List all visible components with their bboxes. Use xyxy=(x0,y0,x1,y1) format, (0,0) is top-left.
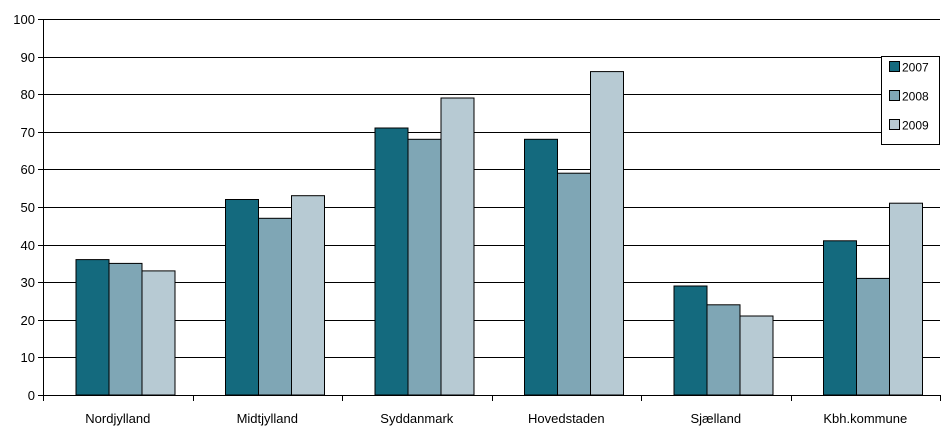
gridlines xyxy=(43,19,940,358)
bars xyxy=(75,71,923,396)
bar-2008-syddanmark xyxy=(407,138,442,396)
legend-swatch-2008 xyxy=(889,90,900,101)
axes: 0 10 20 30 40 50 60 70 80 90 100 Nordjylland Midtjyl… xyxy=(13,12,941,426)
x-category-label: Nordjylland xyxy=(85,411,150,426)
bar-2009-syddanmark xyxy=(440,97,475,396)
y-tick-label: 0 xyxy=(28,388,35,403)
bar-2009-midtjylland xyxy=(291,195,325,396)
legend-swatch-2009 xyxy=(889,119,900,130)
bar-2007-hovedstaden xyxy=(524,138,558,396)
y-tick-label: 60 xyxy=(21,162,35,177)
y-tick-label: 20 xyxy=(21,313,35,328)
bar-2007-nordjylland xyxy=(75,259,110,396)
bar-2008-midtjylland xyxy=(258,217,292,396)
y-tick-label: 50 xyxy=(21,200,35,215)
x-category-label: Syddanmark xyxy=(380,411,453,426)
bar-2007-midtjylland xyxy=(225,199,259,396)
legend-label-2008: 2008 xyxy=(902,90,929,104)
bar-2008-sjælland xyxy=(706,304,741,396)
bar-2009-kbh-kommune xyxy=(889,202,923,396)
bar-2007-sjælland xyxy=(673,285,708,396)
bar-2009-nordjylland xyxy=(141,270,176,396)
bar-2008-hovedstaden xyxy=(557,172,591,396)
x-category-label: Midtjylland xyxy=(237,411,298,426)
bar-2009-sjælland xyxy=(739,315,774,396)
y-tick-label: 10 xyxy=(21,350,35,365)
y-tick-label: 30 xyxy=(21,275,35,290)
x-category-label: Hovedstaden xyxy=(528,411,605,426)
y-tick-label: 80 xyxy=(21,87,35,102)
x-category-label: Sjælland xyxy=(691,411,742,426)
bar-2008-nordjylland xyxy=(108,262,143,396)
legend-label-2009: 2009 xyxy=(902,119,929,133)
y-tick-label: 70 xyxy=(21,125,35,140)
legend-label-2007: 2007 xyxy=(902,61,929,75)
y-tick-label: 100 xyxy=(13,12,35,27)
legend: 2007 2008 2009 xyxy=(881,56,940,145)
bar-2009-hovedstaden xyxy=(590,71,624,396)
legend-swatch-2007 xyxy=(889,61,900,72)
bar-2007-syddanmark xyxy=(374,127,409,396)
bar-2008-kbh-kommune xyxy=(856,277,890,396)
bar-2007-kbh-kommune xyxy=(823,240,857,396)
y-tick-label: 90 xyxy=(21,50,35,65)
x-category-label: Kbh.kommune xyxy=(823,411,907,426)
y-tick-label: 40 xyxy=(21,238,35,253)
